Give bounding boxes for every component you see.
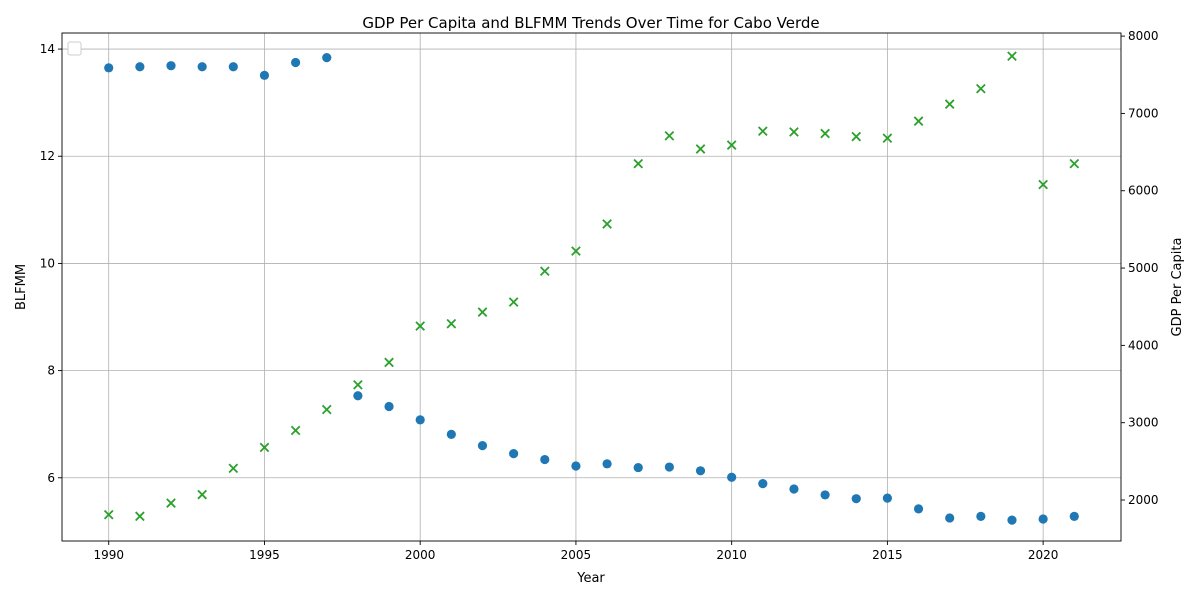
- right-tick-label: 3000: [1128, 416, 1159, 430]
- gdp-point: [976, 83, 986, 94]
- gdp-point: [602, 219, 612, 229]
- plot-frame: [61, 32, 1122, 542]
- gdp-point: [290, 425, 301, 436]
- blfmm-point: [135, 62, 145, 72]
- right-tick-label: 8000: [1128, 29, 1159, 43]
- right-tick-label: 5000: [1128, 261, 1159, 275]
- gdp-point: [321, 404, 332, 415]
- x-tick-label: 2015: [872, 548, 903, 562]
- right-tick-label: 2000: [1128, 493, 1159, 507]
- gdp-point: [633, 158, 644, 169]
- blfmm-point: [851, 494, 861, 504]
- blfmm-point: [945, 513, 955, 523]
- x-tick-label: 2000: [405, 548, 436, 562]
- gdp-point: [539, 266, 550, 276]
- blfmm-point: [446, 429, 456, 439]
- chart-title: GDP Per Capita and BLFMM Trends Over Tim…: [362, 14, 819, 32]
- gdp-point: [882, 133, 893, 143]
- blfmm-point: [727, 472, 737, 482]
- gdp-point: [446, 318, 457, 329]
- left-tick-label: 14: [40, 42, 55, 56]
- marks-layer: [103, 51, 1080, 525]
- x-tick-label: 1990: [93, 548, 124, 562]
- gdp-point: [571, 246, 581, 256]
- blfmm-point: [633, 462, 643, 473]
- blfmm-point: [1038, 514, 1048, 524]
- blfmm-point: [477, 441, 488, 451]
- blfmm-point: [758, 479, 768, 489]
- gdp-point: [944, 99, 955, 109]
- blfmm-point: [913, 504, 924, 514]
- blfmm-point: [384, 401, 394, 412]
- gdp-point: [726, 140, 737, 150]
- blfmm-point: [1069, 511, 1079, 521]
- x-tick-label: 1995: [249, 548, 280, 562]
- x-tick-label: 2010: [716, 548, 747, 562]
- blfmm-point: [695, 466, 706, 476]
- gdp-point: [913, 116, 924, 126]
- blfmm-point: [415, 415, 425, 425]
- gdp-point: [197, 489, 207, 500]
- gdp-point: [757, 126, 768, 137]
- gdp-point: [166, 498, 176, 508]
- x-tick-label: 2020: [1028, 548, 1059, 562]
- right-tick-label: 4000: [1128, 338, 1159, 352]
- grid-layer: [62, 33, 1121, 541]
- blfmm-point: [509, 449, 519, 459]
- blfmm-point: [602, 459, 612, 469]
- left-tick-label: 8: [47, 364, 55, 378]
- left-axis-label: BLFMM: [14, 264, 29, 310]
- right-tick-label: 6000: [1128, 184, 1159, 198]
- gdp-point: [384, 357, 394, 368]
- left-tick-label: 6: [47, 471, 55, 485]
- gdp-point: [664, 131, 675, 141]
- blfmm-point: [540, 454, 550, 465]
- ticks-layer: 1990 1995 2000 2005 2010 2015 2020 6 8 10 12 14 2000…: [40, 29, 1159, 562]
- blfmm-point: [882, 493, 892, 503]
- gdp-point: [695, 144, 706, 154]
- blfmm-point: [820, 490, 830, 500]
- blfmm-point: [571, 461, 581, 471]
- left-tick-label: 10: [40, 256, 55, 270]
- blfmm-point: [228, 62, 238, 72]
- gdp-point: [477, 307, 488, 317]
- gdp-point: [508, 297, 519, 307]
- blfmm-point: [259, 70, 270, 80]
- x-axis-label: Year: [576, 571, 605, 586]
- blfmm-point: [291, 57, 301, 68]
- gdp-point: [135, 511, 145, 522]
- gdp-point: [820, 128, 830, 139]
- blfmm-point: [353, 391, 363, 401]
- blfmm-point: [976, 511, 986, 521]
- gdp-point: [789, 127, 799, 137]
- blfmm-point: [197, 62, 207, 72]
- gdp-point: [851, 131, 862, 142]
- legend-box: [67, 41, 82, 56]
- blfmm-point: [664, 462, 674, 472]
- right-axis-label: GDP Per Capita: [1170, 238, 1185, 337]
- left-tick-label: 12: [40, 149, 55, 163]
- gdp-point: [353, 379, 363, 390]
- blfmm-point: [166, 61, 176, 71]
- gdp-point: [228, 463, 239, 474]
- gdp-point: [1007, 51, 1017, 62]
- blfmm-point: [104, 63, 114, 73]
- gdp-point: [1038, 179, 1048, 190]
- blfmm-point: [1007, 515, 1017, 525]
- blfmm-point: [789, 484, 799, 494]
- right-tick-label: 7000: [1128, 106, 1159, 120]
- x-tick-label: 2005: [561, 548, 592, 562]
- gdp-point: [415, 321, 426, 331]
- blfmm-point: [322, 53, 332, 63]
- gdp-point: [259, 442, 270, 453]
- gdp-point: [103, 509, 114, 520]
- gdp-point: [1069, 158, 1080, 169]
